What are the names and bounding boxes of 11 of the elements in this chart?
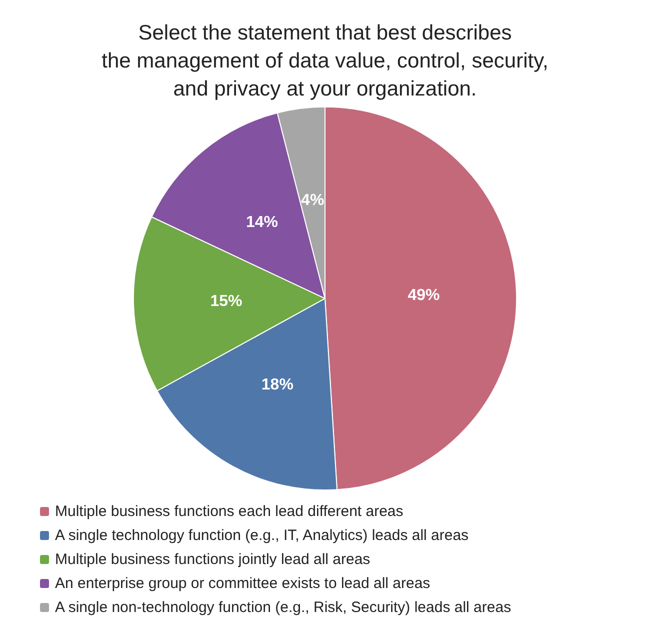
legend-label: An enterprise group or committee exists to lead all areas	[55, 575, 430, 592]
data-label: 15%	[210, 293, 242, 310]
legend-label: Multiple business functions each lead different areas	[55, 503, 404, 520]
legend-label: A single technology function (e.g., IT, Analytics) leads all areas	[55, 527, 469, 544]
legend-label: A single non-technology function (e.g., Risk, Security) leads all areas	[55, 599, 512, 616]
data-label: 14%	[246, 214, 278, 231]
data-label: 18%	[261, 376, 294, 394]
chart-title: Select the statement that best describes the management of data value, control, security, and privacy at your organization.	[102, 22, 548, 100]
data-label: 4%	[301, 192, 324, 209]
data-label: 49%	[408, 286, 440, 304]
legend-label: Multiple business functions jointly lead all areas	[55, 551, 370, 568]
